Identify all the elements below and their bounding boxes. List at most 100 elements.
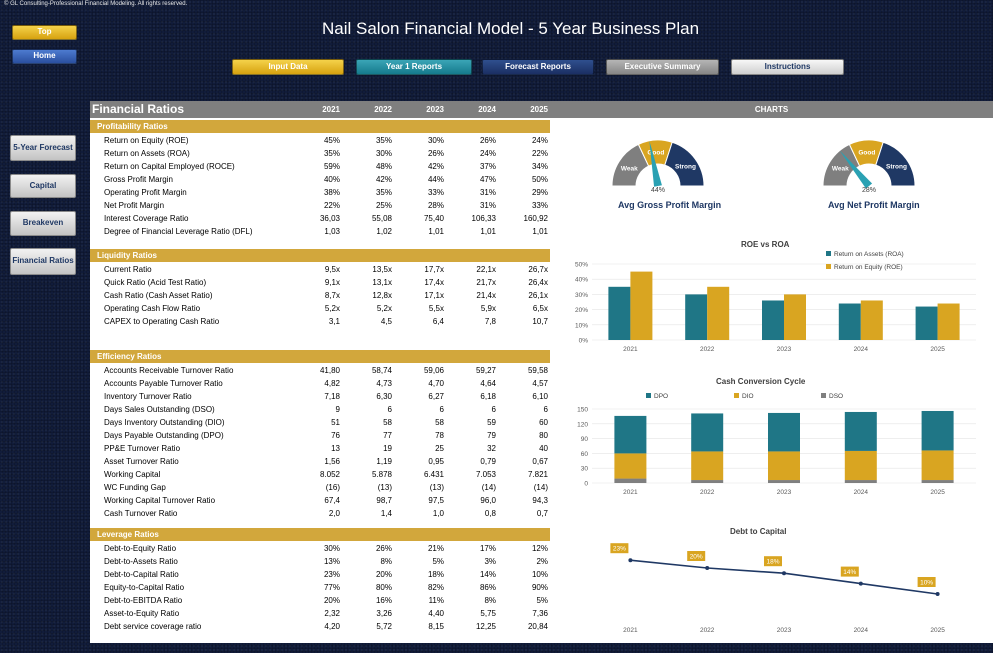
cell-value: 106,33 — [471, 214, 496, 223]
five-year-forecast-button[interactable]: 5-Year Forecast — [10, 135, 76, 161]
cell-value: 8% — [380, 557, 392, 566]
y-tick-label: 30 — [581, 466, 589, 473]
executive-summary-button[interactable]: Executive Summary — [606, 59, 719, 75]
cell-value: 20% — [375, 570, 392, 579]
y-tick-label: 30% — [575, 292, 588, 299]
cell-value: 0,8 — [484, 509, 496, 518]
cell-value: 12% — [531, 544, 548, 553]
input-data-button[interactable]: Input Data — [232, 59, 344, 75]
top-button[interactable]: Top — [12, 25, 77, 40]
cell-value: 19 — [383, 444, 392, 453]
section-title: Leverage Ratios — [97, 530, 159, 539]
x-tick-label: 2024 — [854, 346, 869, 353]
gauge-needle — [649, 140, 662, 187]
gauge-value-label: 44% — [651, 187, 665, 194]
bar-segment — [921, 480, 954, 483]
gauge-zone-label: Weak — [621, 165, 638, 172]
cell-value: 44% — [427, 175, 444, 184]
row-label: Debt service coverage ratio — [104, 622, 202, 631]
row-label: Interest Coverage Ratio — [104, 214, 189, 223]
cell-value: 1,03 — [324, 227, 340, 236]
x-tick-label: 2024 — [854, 489, 869, 496]
cell-value: 30% — [323, 544, 340, 553]
year-header: 2021 — [322, 105, 340, 114]
section-title: Liquidity Ratios — [97, 251, 157, 260]
cell-value: (14) — [481, 483, 496, 492]
capital-button[interactable]: Capital — [10, 174, 76, 198]
instructions-button[interactable]: Instructions — [731, 59, 844, 75]
cell-value: 7.053 — [475, 470, 496, 479]
cell-value: 35% — [375, 188, 392, 197]
cell-value: 96,0 — [480, 496, 496, 505]
roe-roa-chart: 50% 40% 30% 20% 10% 0% 2021 2022 2023 2024 2025 Ret… — [575, 251, 976, 353]
cell-value: 77% — [323, 583, 340, 592]
cell-value: 75,40 — [423, 214, 444, 223]
cell-value: 17,4x — [424, 278, 444, 287]
cell-value: 1,4 — [380, 509, 392, 518]
row-label: Cash Turnover Ratio — [104, 509, 178, 518]
financial-ratios-button[interactable]: Financial Ratios — [10, 248, 76, 275]
cell-value: 7,8 — [484, 317, 496, 326]
cell-value: 8.052 — [319, 470, 340, 479]
table-row: PP&E Turnover Ratio 13 19 25 32 40 — [90, 442, 550, 455]
legend-label: Return on Assets (ROA) — [834, 251, 904, 258]
legend-label: DPO — [654, 393, 668, 400]
cell-value: 30% — [427, 136, 444, 145]
cell-value: 9,1x — [324, 278, 340, 287]
data-point — [628, 558, 633, 563]
cell-value: 26,1x — [528, 291, 548, 300]
bar-segment — [921, 450, 954, 481]
forecast-reports-button[interactable]: Forecast Reports — [482, 59, 594, 75]
cell-value: 1,19 — [376, 457, 392, 466]
cell-value: 1,56 — [324, 457, 340, 466]
cell-value: 17,1x — [424, 291, 444, 300]
cell-value: 6,4 — [432, 317, 444, 326]
cell-value: 59,27 — [475, 366, 496, 375]
cell-value: 5,2x — [376, 304, 392, 313]
cell-value: 7,18 — [324, 392, 340, 401]
cell-value: 0,7 — [536, 509, 548, 518]
table-row: WC Funding Gap (16) (13) (13) (14) (14) — [90, 481, 550, 494]
y-tick-label: 0% — [579, 338, 589, 345]
data-point — [858, 581, 863, 586]
cell-value: 51 — [331, 418, 340, 427]
row-label: Days Inventory Outstanding (DIO) — [104, 418, 225, 427]
cell-value: 5,72 — [376, 622, 392, 631]
cell-value: 18% — [427, 570, 444, 579]
cell-value: 20,84 — [527, 622, 548, 631]
cell-value: 5,75 — [480, 609, 496, 618]
cell-value: 8,15 — [428, 622, 444, 631]
year-header: 2024 — [478, 105, 496, 114]
chart-title: Debt to Capital — [730, 527, 787, 536]
x-tick-label: 2024 — [854, 627, 869, 634]
y-tick-label: 60 — [581, 451, 589, 458]
legend-swatch — [826, 264, 831, 269]
table-row: Asset Turnover Ratio 1,56 1,19 0,95 0,79 0,67 — [90, 455, 550, 468]
cell-value: (13) — [377, 483, 392, 492]
cell-value: 25% — [375, 201, 392, 210]
row-label: Debt-to-EBITDA Ratio — [104, 596, 183, 605]
gauge-zone-label: Weak — [832, 165, 849, 172]
cell-value: 94,3 — [532, 496, 548, 505]
home-button[interactable]: Home — [12, 49, 77, 64]
table-row: Debt-to-Capital Ratio 23% 20% 18% 14% 10% — [90, 568, 550, 581]
cell-value: 24% — [479, 149, 496, 158]
cell-value: 59,06 — [423, 366, 444, 375]
main-panel: Financial Ratios 2021 2022 2023 2024 202… — [90, 101, 993, 643]
year1-reports-button[interactable]: Year 1 Reports — [356, 59, 472, 75]
cell-value: 59% — [323, 162, 340, 171]
table-row: Inventory Turnover Ratio 7,18 6,30 6,27 6,18… — [90, 390, 550, 403]
legend-swatch — [821, 393, 826, 398]
x-tick-label: 2022 — [700, 346, 715, 353]
section-header: Leverage Ratios — [90, 528, 550, 541]
chart-title: Cash Conversion Cycle — [716, 377, 806, 386]
y-tick-label: 90 — [581, 436, 589, 443]
row-label: Accounts Payable Turnover Ratio — [104, 379, 223, 388]
breakeven-button[interactable]: Breakeven — [10, 211, 76, 236]
cell-value: 80% — [375, 583, 392, 592]
y-tick-label: 0 — [584, 481, 588, 488]
bar-segment — [691, 480, 724, 483]
table-row: Debt-to-Equity Ratio 30% 26% 21% 17% 12% — [90, 542, 550, 555]
bar-segment — [921, 410, 954, 451]
legend-swatch — [734, 393, 739, 398]
